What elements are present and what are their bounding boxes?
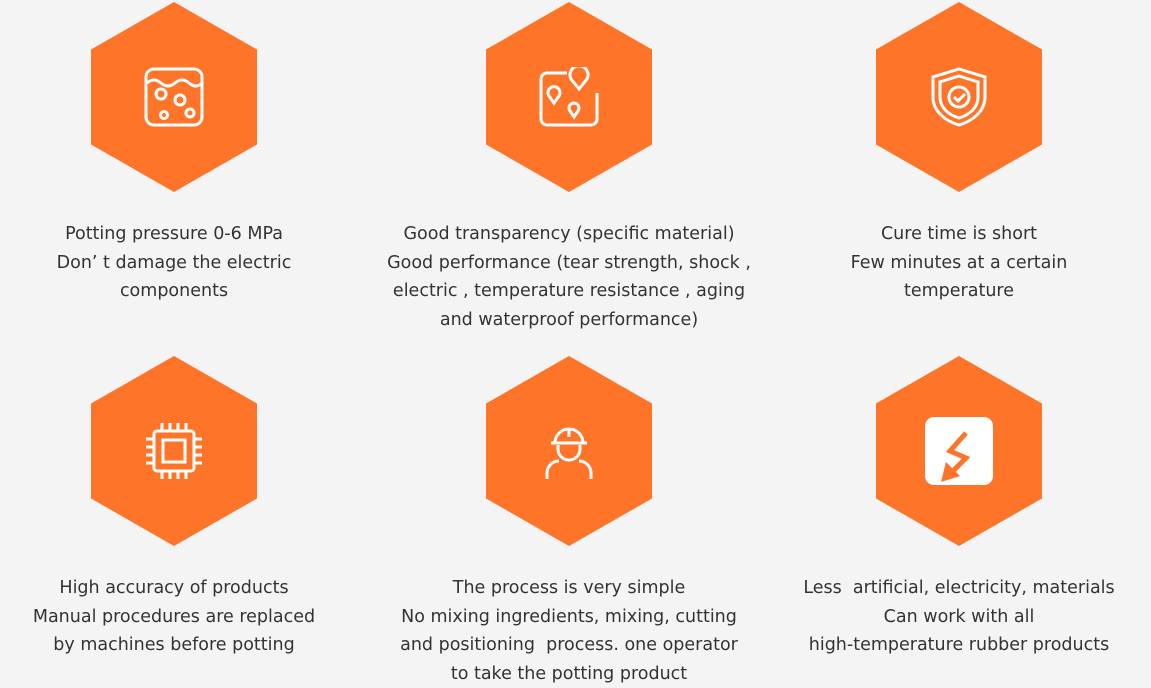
shield-check-icon — [929, 67, 989, 127]
feature-text-line: Good transparency (specific material) — [379, 220, 759, 249]
feature-text-line: and positioning process. one operator — [379, 631, 759, 660]
feature-text-line: high-temperature rubber products — [769, 631, 1149, 660]
hexagon-badge — [486, 2, 652, 192]
feature-text-line: temperature — [769, 277, 1149, 306]
feature-text-line: Less artificial, electricity, materials — [769, 574, 1149, 603]
feature-text-line: The process is very simple — [379, 574, 759, 603]
liquid-bubbles-icon — [144, 67, 204, 127]
hexagon-badge — [876, 356, 1042, 546]
chip-icon — [144, 421, 204, 481]
feature-text-line: Can work with all — [769, 603, 1149, 632]
map-pins-icon — [539, 67, 599, 127]
feature-text-line: Cure time is short — [769, 220, 1149, 249]
lightning-icon — [924, 416, 994, 486]
worker-helmet-icon — [539, 421, 599, 481]
feature-text-line: Good performance (tear strength, shock , — [379, 249, 759, 278]
hexagon-badge — [91, 356, 257, 546]
feature-text-line: No mixing ingredients, mixing, cutting — [379, 603, 759, 632]
hexagon-badge — [91, 2, 257, 192]
feature-text-line: Manual procedures are replaced — [0, 603, 364, 632]
feature-text-line: by machines before potting — [0, 631, 364, 660]
feature-text-line: electric , temperature resistance , agin… — [379, 277, 759, 306]
hexagon-badge — [486, 356, 652, 546]
feature-text-line: to take the potting product — [379, 660, 759, 688]
feature-text-line: Few minutes at a certain — [769, 249, 1149, 278]
feature-text-line: Don’ t damage the electric — [0, 249, 364, 278]
hexagon-badge — [876, 2, 1042, 192]
feature-text-line: components — [0, 277, 364, 306]
feature-text-line: High accuracy of products — [0, 574, 364, 603]
feature-text-line: and waterproof performance) — [379, 306, 759, 335]
feature-text-line: Potting pressure 0-6 MPa — [0, 220, 364, 249]
